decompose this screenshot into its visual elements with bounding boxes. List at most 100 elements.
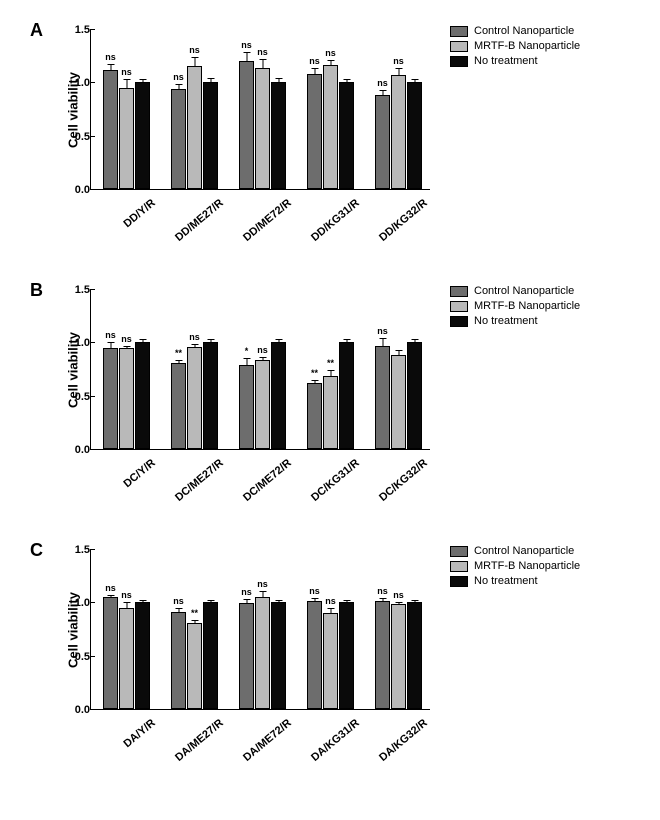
error-bar xyxy=(262,59,263,69)
significance-label: ** xyxy=(191,608,198,618)
error-bar xyxy=(142,600,143,602)
bar xyxy=(203,82,218,189)
error-bar xyxy=(110,595,111,597)
significance-label: ns xyxy=(105,583,116,593)
legend-swatch xyxy=(450,41,468,52)
x-axis-label: DD/KG32/R xyxy=(376,197,430,245)
legend: Control NanoparticleMRTF-B NanoparticleN… xyxy=(450,545,580,590)
bar: ns xyxy=(171,612,186,709)
bar-fill xyxy=(323,613,338,709)
bar xyxy=(407,602,422,709)
bar-fill xyxy=(391,75,406,189)
significance-label: ns xyxy=(393,590,404,600)
error-bar xyxy=(278,600,279,602)
bar: ns xyxy=(171,89,186,189)
chart-area: 0.00.51.01.5Cell viabilitynsns**ns*ns***… xyxy=(90,290,430,450)
significance-label: ns xyxy=(377,78,388,88)
error-bar xyxy=(262,591,263,597)
significance-label: ns xyxy=(325,48,336,58)
significance-label: ns xyxy=(173,596,184,606)
legend-label: MRTF-B Nanoparticle xyxy=(474,300,580,312)
plot-area: nsnsns**nsnsnsnsnsns xyxy=(90,550,430,710)
significance-label: ns xyxy=(173,72,184,82)
bar-fill xyxy=(187,66,202,189)
x-axis-label: DC/Y/R xyxy=(104,457,158,505)
bar: ns xyxy=(323,65,338,189)
error-bar xyxy=(246,358,247,364)
error-bar xyxy=(382,90,383,95)
x-axis-label: DA/ME72/R xyxy=(240,717,294,765)
bar-fill xyxy=(171,89,186,189)
bar-fill xyxy=(239,603,254,709)
y-tick-label: 1.5 xyxy=(62,544,90,556)
error-bar xyxy=(126,346,127,348)
error-bar xyxy=(414,79,415,82)
bar: ** xyxy=(307,383,322,449)
error-bar xyxy=(398,602,399,604)
y-tick-label: 0.0 xyxy=(62,704,90,716)
error-bar xyxy=(178,84,179,88)
x-axis-label: DD/Y/R xyxy=(104,197,158,245)
legend-swatch xyxy=(450,26,468,37)
bar-fill xyxy=(323,376,338,449)
bar: * xyxy=(239,365,254,449)
significance-label: ns xyxy=(121,67,132,77)
significance-label: ns xyxy=(309,586,320,596)
significance-label: ns xyxy=(189,45,200,55)
x-axis-label: DA/KG31/R xyxy=(308,717,362,765)
bar: ns xyxy=(119,88,134,189)
bar: ns xyxy=(255,360,270,449)
y-tick-label: 0.0 xyxy=(62,444,90,456)
legend-label: No treatment xyxy=(474,55,538,67)
error-bar xyxy=(210,600,211,602)
bar xyxy=(339,82,354,189)
bar-group: nsns xyxy=(171,66,219,189)
bar-fill xyxy=(203,602,218,709)
error-bar xyxy=(278,78,279,82)
error-bar xyxy=(314,598,315,601)
legend: Control NanoparticleMRTF-B NanoparticleN… xyxy=(450,285,580,330)
bar: ns xyxy=(103,70,118,189)
bar: ns xyxy=(187,66,202,189)
error-bar xyxy=(382,598,383,601)
error-bar xyxy=(110,342,111,347)
error-bar xyxy=(346,339,347,342)
bar xyxy=(391,355,406,449)
plot-area: nsnsnsnsnsnsnsnsnsns xyxy=(90,30,430,190)
bar: ns xyxy=(375,601,390,709)
x-axis-label: DC/KG32/R xyxy=(376,457,430,505)
bar-group: ns ** xyxy=(171,602,219,709)
bar-group: **ns xyxy=(171,342,219,449)
bar-fill xyxy=(135,82,150,189)
bar xyxy=(271,342,286,449)
significance-label: ns xyxy=(121,334,132,344)
bar-fill xyxy=(239,61,254,189)
bar-group: nsns xyxy=(239,61,287,189)
legend-item: Control Nanoparticle xyxy=(450,25,580,37)
x-axis-label: DA/KG32/R xyxy=(376,717,430,765)
significance-label: ns xyxy=(377,586,388,596)
error-bar xyxy=(414,339,415,342)
panel-a: A0.00.51.01.5Cell viabilitynsnsnsnsnsnsn… xyxy=(20,20,640,250)
bar xyxy=(271,82,286,189)
bar-fill xyxy=(407,602,422,709)
bar: ns xyxy=(103,348,118,449)
x-axis-label: DC/KG31/R xyxy=(308,457,362,505)
bar-group: nsns xyxy=(103,70,151,189)
legend-item: MRTF-B Nanoparticle xyxy=(450,560,580,572)
bar-group: nsns xyxy=(375,75,423,189)
bar: ns xyxy=(391,604,406,709)
bar-fill xyxy=(255,360,270,449)
legend-label: MRTF-B Nanoparticle xyxy=(474,560,580,572)
error-bar xyxy=(194,620,195,622)
bar-group: *ns xyxy=(239,342,287,449)
bar: ns xyxy=(323,613,338,709)
bar-fill xyxy=(255,68,270,189)
bar-fill xyxy=(255,597,270,709)
bar: ns xyxy=(255,68,270,189)
bar xyxy=(407,342,422,449)
legend-swatch xyxy=(450,576,468,587)
x-axis-labels: DC/Y/RDC/ME27/RDC/ME72/RDC/KG31/RDC/KG32… xyxy=(90,452,430,512)
bar xyxy=(271,602,286,709)
bar-fill xyxy=(271,602,286,709)
